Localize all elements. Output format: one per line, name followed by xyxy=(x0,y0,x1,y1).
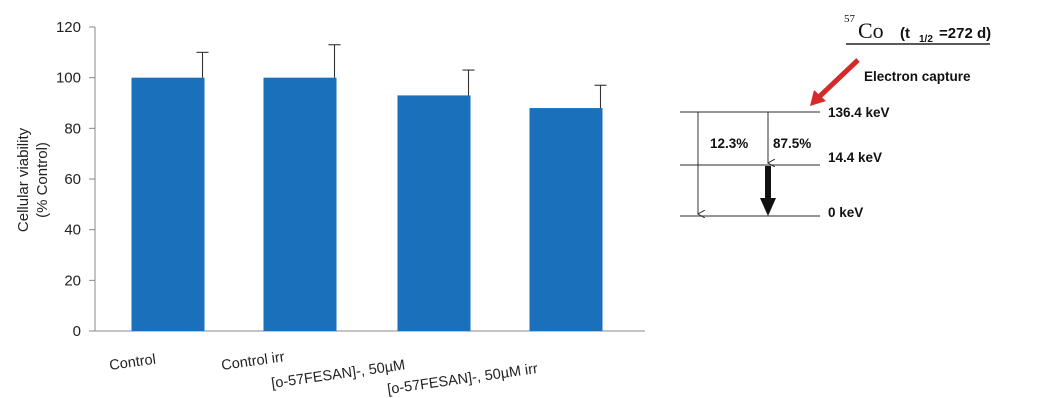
half-life-sub: 1/2 xyxy=(919,34,933,45)
y-tick-label: 40 xyxy=(64,222,81,239)
isotope-symbol: Co xyxy=(858,18,884,43)
bar xyxy=(131,77,205,332)
y-tick-label: 20 xyxy=(64,272,81,289)
y-axis-title-line1: Cellular viability xyxy=(15,127,32,232)
transition-14-to-0-arrow xyxy=(760,166,776,216)
category-label: Control xyxy=(108,352,157,374)
bars xyxy=(131,44,607,332)
decay-scheme-diagram: 57 Co (t 1/2 =272 d) Electron capture 13… xyxy=(680,13,991,220)
category-labels: Control Control irr[o-57FESAN]-, 50µM[o-5… xyxy=(108,349,539,398)
bar xyxy=(263,77,337,332)
level-136-label: 136.4 keV xyxy=(828,105,890,120)
category-label: [o-57FESAN]-, 50µM irr xyxy=(386,361,539,398)
y-tick-label: 0 xyxy=(73,323,81,340)
y-tick-label: 60 xyxy=(64,171,81,188)
branch-12-label: 12.3% xyxy=(710,136,748,151)
y-axis-title-line2: (% Control) xyxy=(34,142,51,218)
category-label: [o-57FESAN]-, 50µM xyxy=(270,357,406,392)
level-14-label: 14.4 keV xyxy=(828,150,882,165)
y-tick-label: 100 xyxy=(56,70,81,87)
electron-capture-arrow xyxy=(810,58,860,106)
bar xyxy=(529,108,603,331)
half-life-prefix: (t xyxy=(900,25,910,42)
y-tick-label: 120 xyxy=(56,19,81,36)
y-tick-label: 80 xyxy=(64,120,81,137)
half-life-value: =272 d) xyxy=(939,25,991,42)
branch-87-label: 87.5% xyxy=(773,136,811,151)
category-label: Control irr xyxy=(220,349,285,374)
isotope-mass: 57 xyxy=(844,13,856,25)
bar xyxy=(397,95,471,332)
bar-chart: Cellular viability (% Control) 0 20 40 60 80… xyxy=(15,19,645,398)
electron-capture-label: Electron capture xyxy=(864,69,971,84)
level-0-label: 0 keV xyxy=(828,205,863,220)
